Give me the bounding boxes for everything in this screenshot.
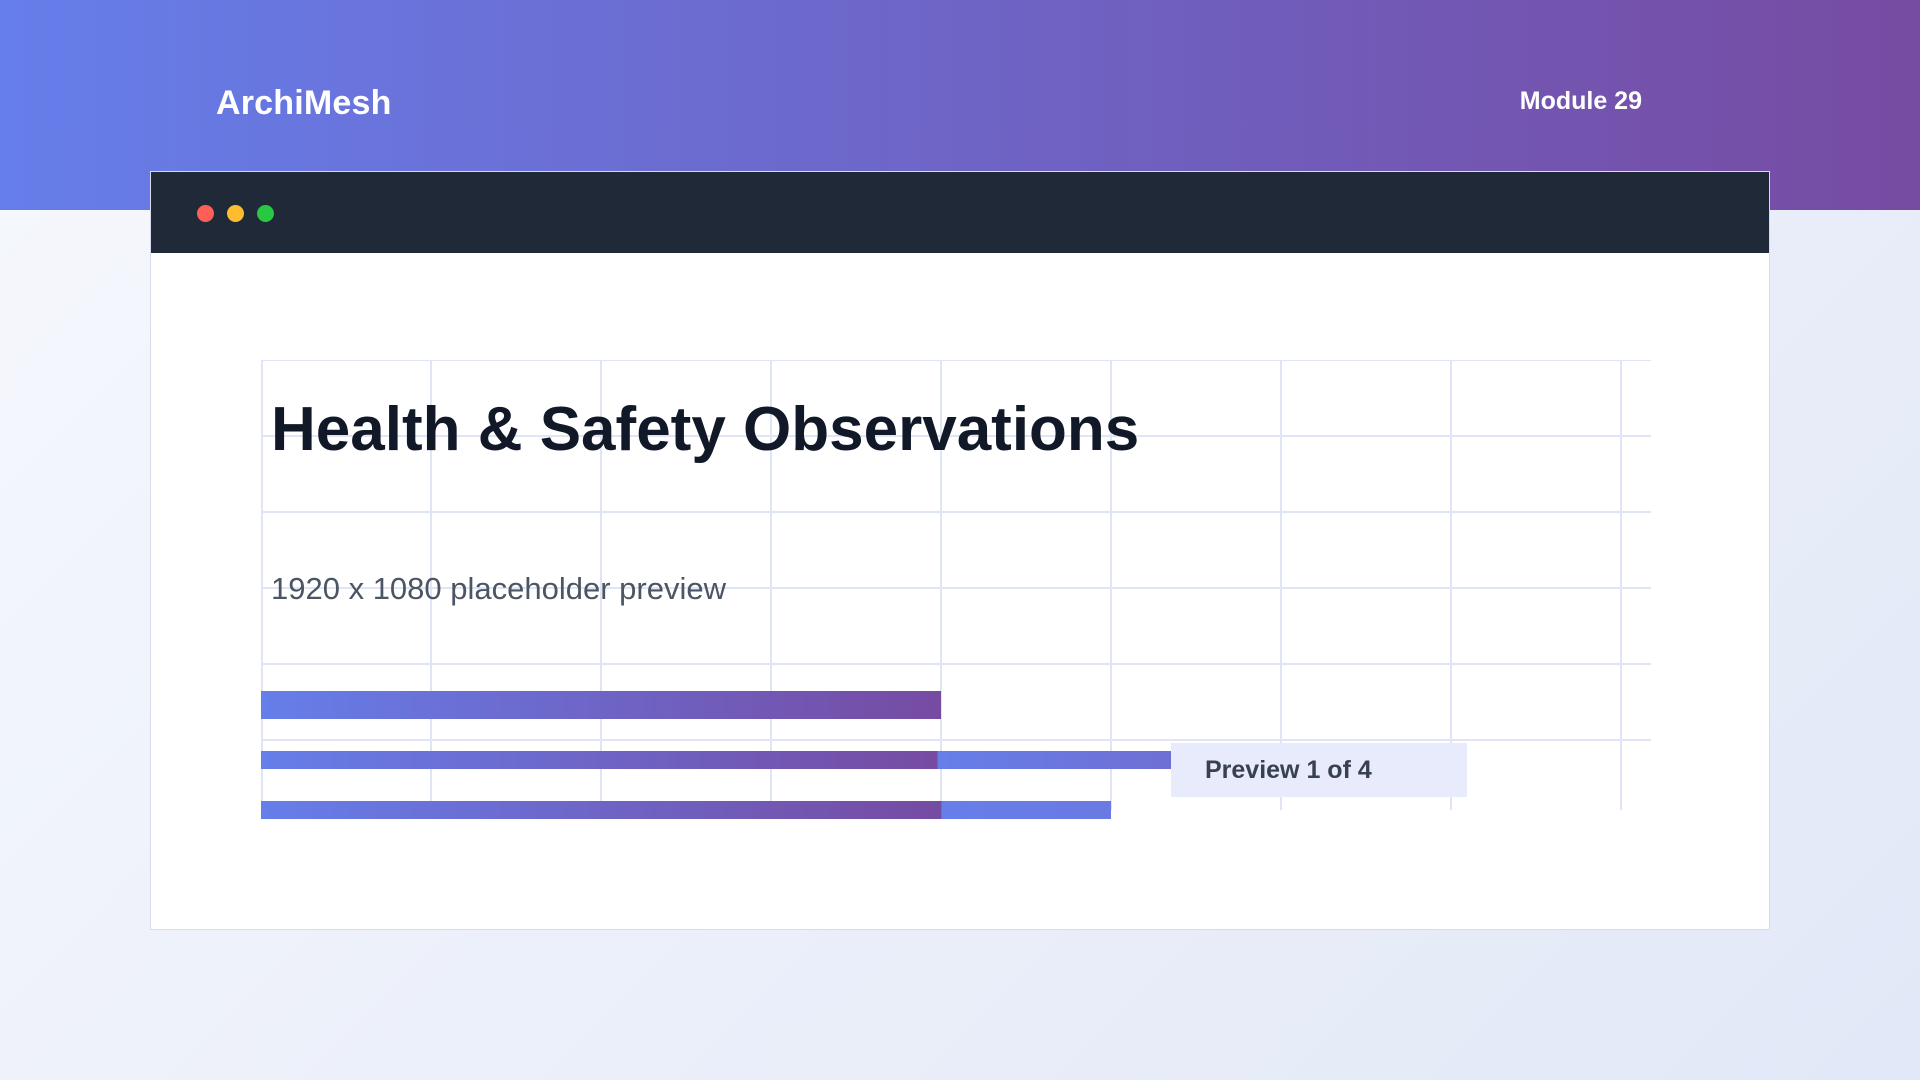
- placeholder-bar-1: [261, 691, 941, 719]
- minimize-window-icon[interactable]: [227, 205, 244, 222]
- preview-counter-badge: Preview 1 of 4: [1171, 743, 1467, 797]
- preview-canvas: Health & Safety Observations 1920 x 1080…: [261, 360, 1651, 820]
- module-label: Module 29: [1519, 87, 1642, 115]
- page-title: Health & Safety Observations: [271, 395, 1140, 464]
- page-subtitle: 1920 x 1080 placeholder preview: [271, 571, 726, 606]
- brand-logo-text[interactable]: ArchiMesh: [216, 84, 392, 122]
- browser-window: Health & Safety Observations 1920 x 1080…: [150, 171, 1770, 930]
- window-titlebar: [151, 172, 1769, 253]
- placeholder-bar-3: [261, 801, 1111, 819]
- grid-background: [261, 360, 1651, 810]
- maximize-window-icon[interactable]: [257, 205, 274, 222]
- close-window-icon[interactable]: [197, 205, 214, 222]
- placeholder-bar-2: [261, 751, 1301, 769]
